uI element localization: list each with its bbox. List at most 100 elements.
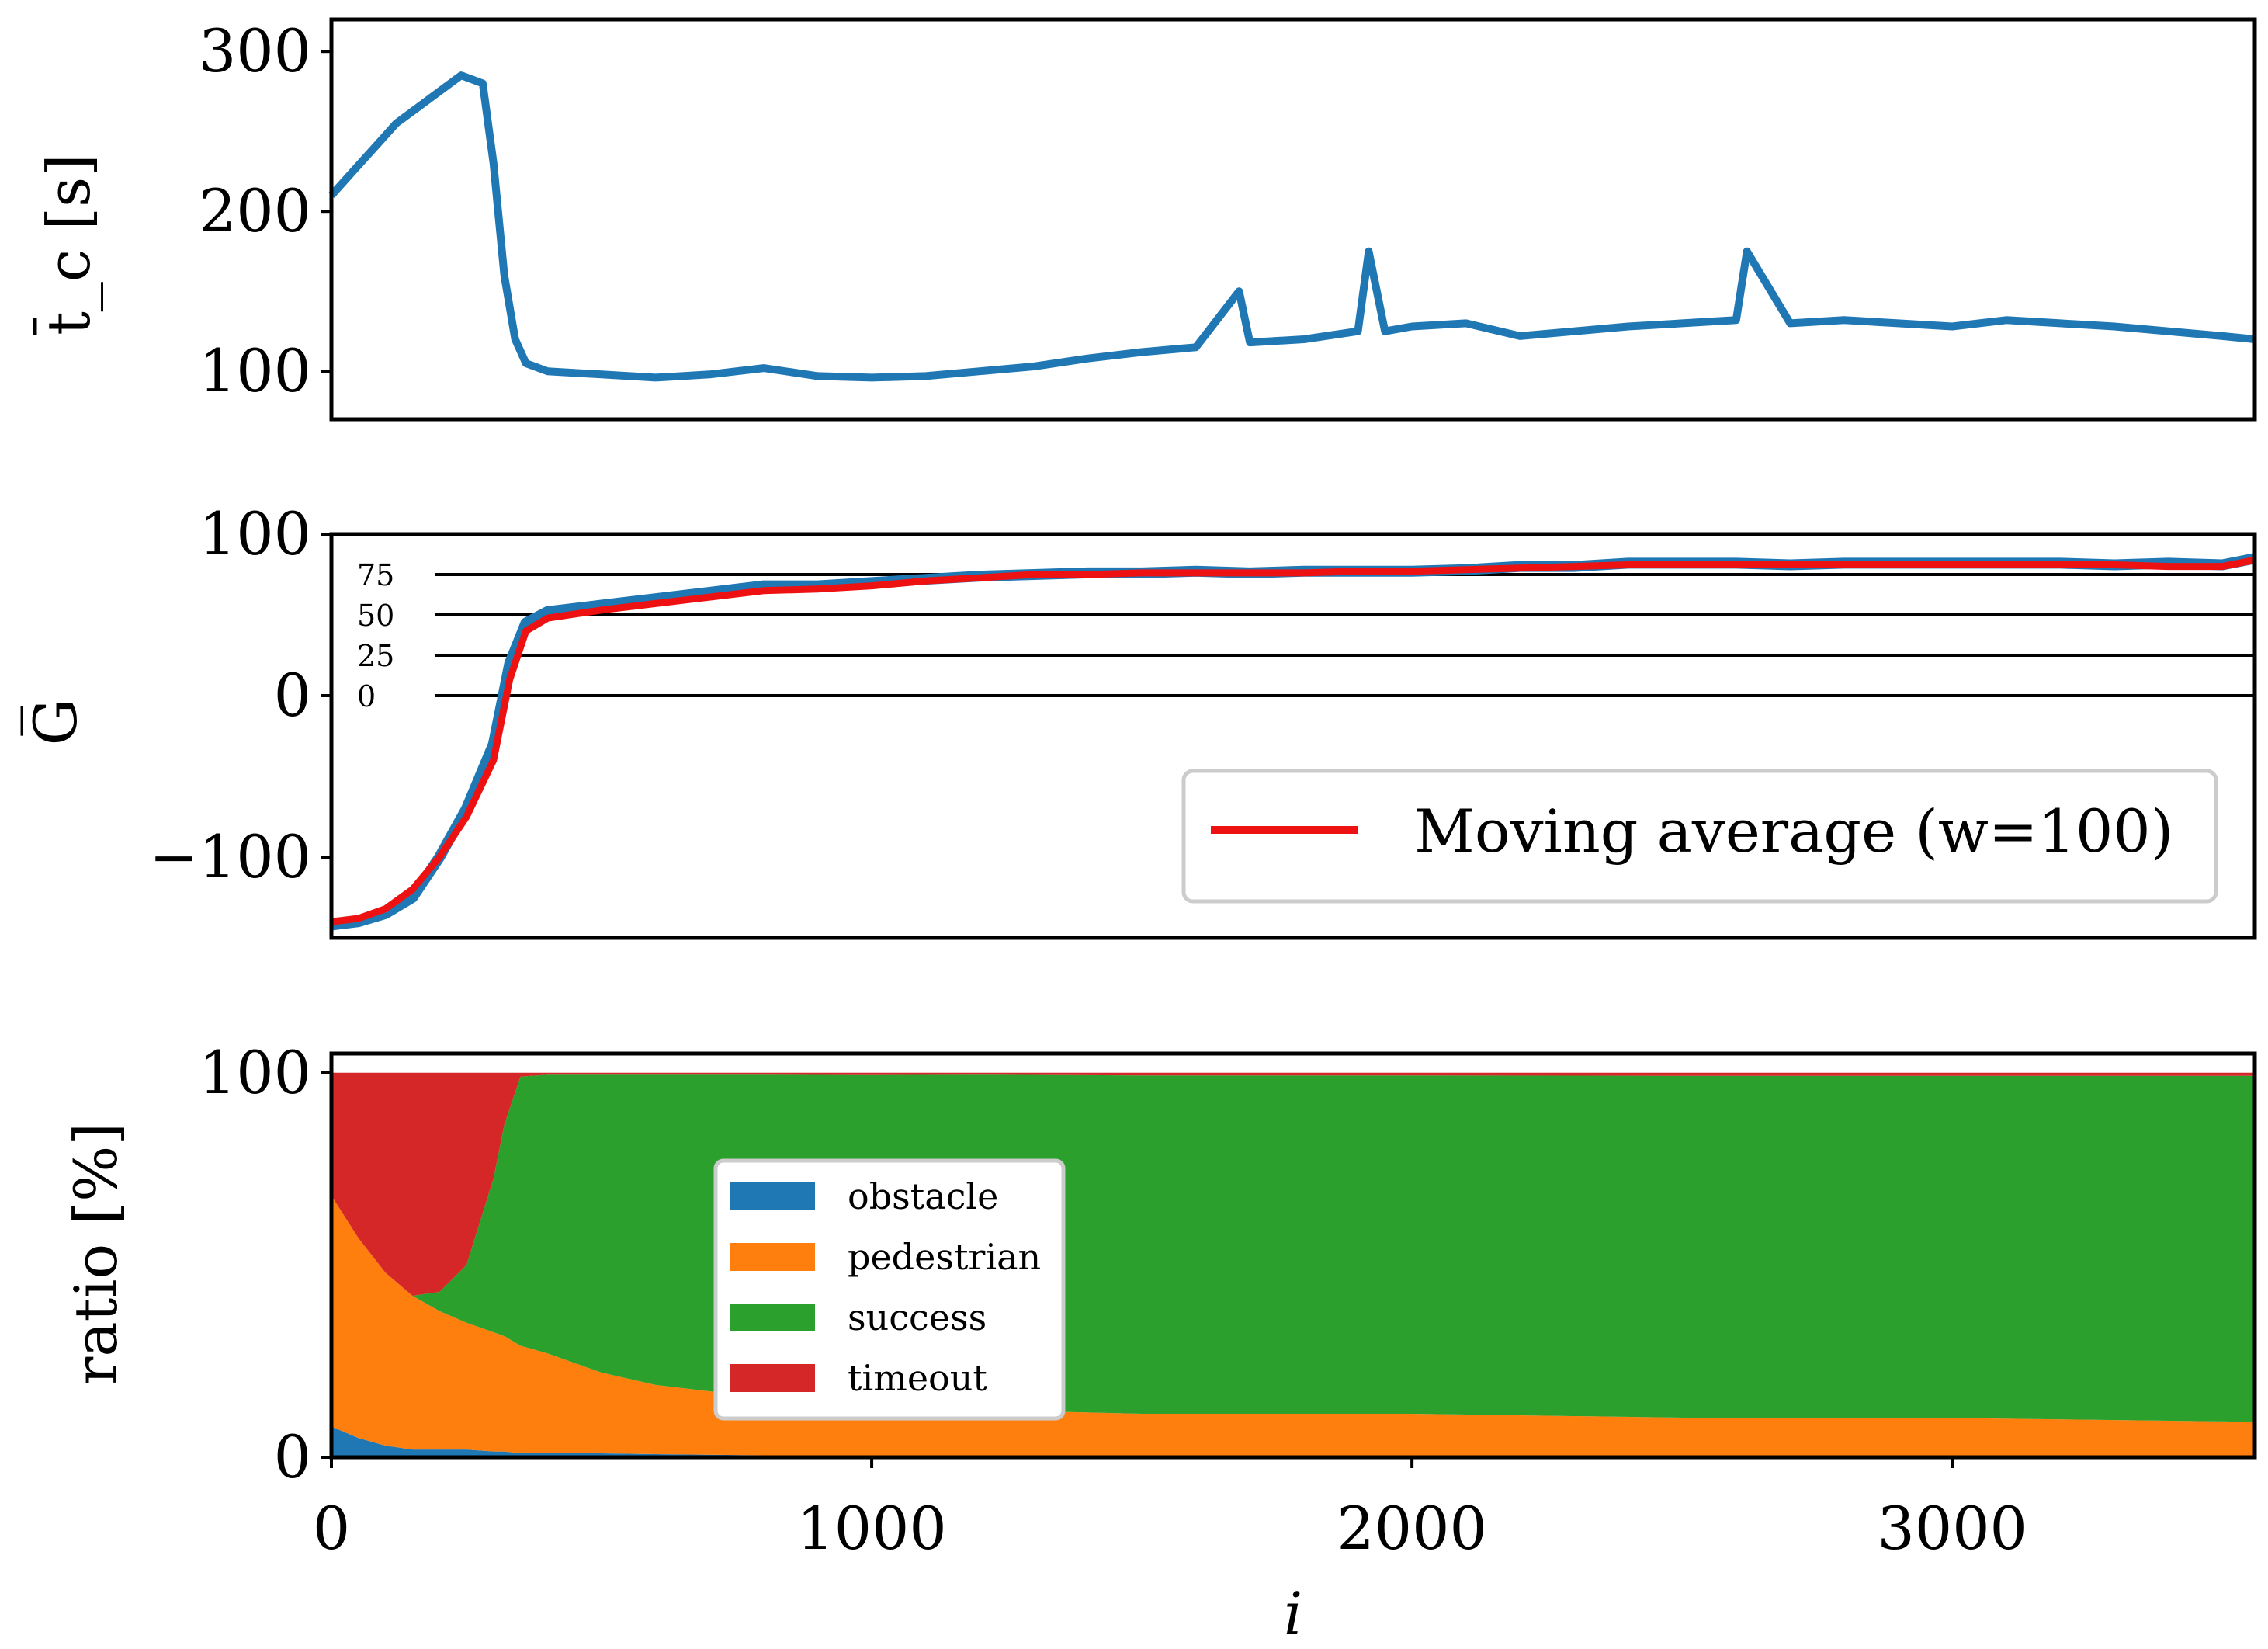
completion-time-point [2113, 325, 2117, 328]
completion-time-point [2221, 334, 2225, 338]
moving-average-point [1951, 563, 1954, 567]
xtick-label: 3000 [1877, 1494, 2027, 1563]
outcome-ratio-xticks: 0 1000 2000 3000 [313, 1457, 2027, 1563]
return-frame [329, 532, 2257, 940]
moving-average-point [2221, 564, 2225, 568]
completion-time-point [1842, 318, 1846, 322]
completion-time-point [1383, 329, 1387, 333]
completion-time-point [1951, 325, 1954, 328]
reference-line-label: 0 [357, 679, 376, 713]
outcome-ratio-legend-box [713, 1158, 1066, 1421]
return-point [524, 621, 528, 625]
completion-time-point [1367, 249, 1371, 253]
completion-time-point [373, 145, 376, 149]
moving-average-point [1734, 563, 1738, 567]
completion-time-point [438, 89, 442, 93]
completion-time-point [600, 373, 604, 377]
completion-time-point [1140, 350, 1144, 354]
moving-average-point [870, 584, 874, 588]
moving-average-point [1680, 563, 1684, 567]
moving-average-point [708, 595, 712, 599]
moving-average-point [1464, 568, 1468, 571]
completion-time-point [1896, 321, 1900, 325]
ytick-label: 0 [274, 661, 311, 730]
completion-time-point [546, 370, 550, 373]
moving-average-point [1410, 569, 1414, 573]
moving-average-point [978, 576, 982, 580]
legend-swatch-obstacle [730, 1182, 815, 1210]
return-plot-area: 0 25 50 75 [330, 553, 2256, 931]
legend-label-success: success [848, 1297, 987, 1338]
moving-average-point [508, 678, 512, 682]
return-point [383, 911, 387, 915]
reference-line-label: 50 [357, 599, 394, 633]
moving-average-point [654, 602, 657, 606]
outcome-ratio-ylabel: ratio [%] [61, 1123, 130, 1385]
ytick-label: 200 [199, 176, 311, 245]
completion-time-point [1194, 345, 1198, 349]
completion-time-point [1356, 329, 1360, 333]
moving-average-point [1842, 563, 1846, 567]
completion-time-point [1086, 356, 1090, 360]
return-point [600, 603, 604, 607]
ytick-label: 100 [199, 499, 311, 568]
completion-time-point [1410, 325, 1414, 328]
return-yticks: −100 0 100 [149, 499, 331, 891]
outcome-ratio-plot-area [331, 1072, 2255, 1457]
completion-time-point [654, 376, 657, 380]
moving-average-point [761, 588, 765, 592]
moving-average-point [2004, 563, 2008, 567]
return-point [761, 584, 765, 588]
panel-outcome-ratio: 0 100 0 1000 2000 3000 ratio [%] i obstacle p… [61, 1038, 2257, 1648]
moving-average-point [1356, 569, 1360, 573]
legend-label-timeout: timeout [848, 1357, 987, 1399]
completion-time-point [1626, 325, 1630, 328]
completion-time-point [1518, 334, 1522, 338]
reference-line-label: 75 [357, 558, 394, 592]
moving-average-point [524, 629, 528, 633]
ytick-label: 100 [199, 1038, 311, 1107]
completion-time-point [502, 273, 506, 277]
moving-average-point [383, 907, 387, 911]
completion-time-point [1464, 321, 1468, 325]
completion-time-series-line [328, 71, 2256, 382]
completion-time-point [1734, 318, 1738, 322]
area-pedestrian [331, 1196, 2255, 1456]
completion-time-point [524, 361, 528, 365]
moving-average-point [816, 587, 820, 591]
ytick-label: −100 [149, 822, 311, 891]
reference-line-label: 25 [357, 639, 394, 673]
return-point [654, 597, 657, 601]
completion-time-point [978, 370, 982, 373]
moving-average-point [2166, 564, 2170, 568]
ytick-label: 100 [199, 336, 311, 405]
outcome-ratio-xlabel: i [1284, 1579, 1302, 1648]
area-obstacle [331, 1426, 2255, 1457]
completion-time-point [416, 106, 420, 109]
moving-average-point [438, 856, 442, 859]
moving-average-point [1302, 571, 1306, 575]
legend-swatch-success [730, 1304, 815, 1331]
completion-time-point [708, 373, 712, 377]
completion-time-point [394, 121, 398, 125]
completion-time-plot-area [328, 71, 2256, 382]
legend-swatch-pedestrian [730, 1243, 815, 1271]
completion-time-point [351, 169, 355, 173]
moving-average-point [1140, 571, 1144, 575]
area-success [331, 1074, 2255, 1422]
return-point [508, 661, 512, 665]
completion-time-point [2058, 321, 2062, 325]
moving-average-point [546, 616, 550, 620]
return-point [546, 609, 550, 613]
ytick-label: 0 [274, 1422, 311, 1491]
moving-average-point [411, 887, 414, 891]
moving-average-point [465, 815, 469, 818]
completion-time-point [1680, 321, 1684, 325]
completion-time-point [1237, 290, 1241, 293]
completion-time-point [924, 374, 928, 378]
completion-time-point [459, 74, 463, 78]
moving-average-point [1032, 573, 1035, 576]
moving-average-point [2113, 563, 2117, 567]
return-legend-box [1181, 769, 2218, 904]
